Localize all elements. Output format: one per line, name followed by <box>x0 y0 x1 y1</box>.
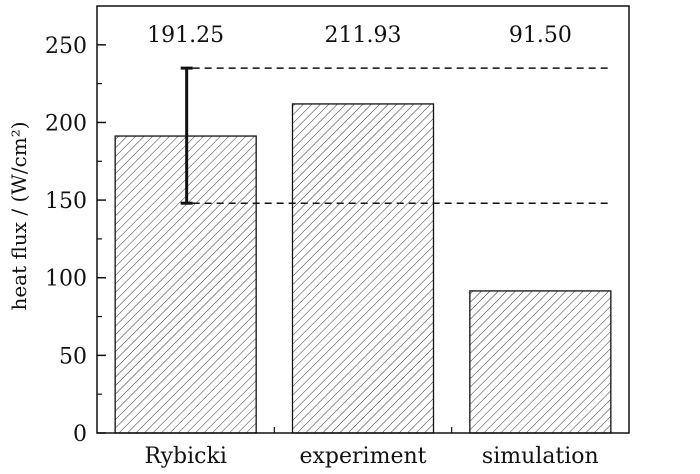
y-tick-label: 150 <box>45 189 87 214</box>
y-tick-labels: 0 50 100 150 200 250 <box>45 34 87 447</box>
y-tick-label: 100 <box>45 267 87 292</box>
error-bar-group <box>180 66 193 205</box>
category-label: simulation <box>482 444 599 469</box>
y-axis-title: heat flux / (W/cm²) <box>7 121 31 310</box>
y-tick-label: 200 <box>45 111 87 136</box>
data-label: 91.50 <box>509 23 572 48</box>
y-tick-label: 250 <box>45 34 87 59</box>
plot-frame <box>96 5 630 434</box>
category-label: Rybicki <box>144 444 226 469</box>
y-tick-label: 0 <box>73 422 87 447</box>
y-tick-label: 50 <box>59 344 87 369</box>
bars <box>114 103 612 434</box>
x-tick-labels: Rybicki experiment simulation <box>144 444 598 469</box>
bar-experiment <box>291 103 435 434</box>
category-label: experiment <box>300 444 427 469</box>
data-labels: 191.25 211.93 91.50 <box>147 23 572 48</box>
data-label: 211.93 <box>325 23 402 48</box>
data-label: 191.25 <box>147 23 224 48</box>
axes <box>96 5 630 434</box>
bar-simulation <box>469 290 612 434</box>
